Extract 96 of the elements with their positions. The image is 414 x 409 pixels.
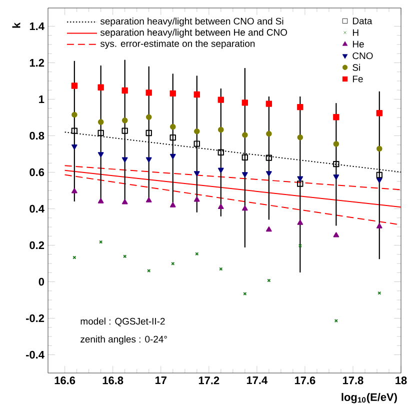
point <box>218 96 224 103</box>
point <box>333 232 340 238</box>
point <box>98 152 104 158</box>
point <box>333 114 340 120</box>
point <box>122 118 128 124</box>
point <box>98 119 104 125</box>
point <box>194 171 200 176</box>
point <box>334 319 338 323</box>
point <box>267 278 271 282</box>
legend-label: separation heavy/light between He and CNO <box>100 28 288 38</box>
y-tick-label: 1.4 <box>30 22 44 30</box>
point <box>333 174 340 180</box>
point <box>218 149 224 156</box>
point <box>122 128 128 134</box>
point <box>242 172 248 178</box>
x-tick-label: 17.6 <box>294 376 316 384</box>
point <box>333 160 340 168</box>
point <box>146 157 152 162</box>
y-tick-label: 1 <box>39 95 44 104</box>
x-axis-title: log$_{10}$(E/eV) <box>342 392 397 404</box>
point <box>297 180 304 187</box>
point <box>333 141 340 147</box>
point <box>146 130 152 136</box>
x-tick-label: 17.8 <box>343 376 364 384</box>
point <box>218 204 224 209</box>
point <box>98 198 104 204</box>
y-tick-label: 1.2 <box>30 58 44 67</box>
point <box>71 128 78 134</box>
y-tick-label: 0.6 <box>30 168 44 176</box>
point <box>194 196 200 202</box>
point <box>194 128 200 134</box>
y-tick-label: 0 <box>38 278 44 286</box>
legend-label: H <box>352 29 358 36</box>
y-tick-label: -0.4 <box>26 350 44 359</box>
y-tick-label: 0.8 <box>30 132 44 140</box>
point <box>122 87 128 94</box>
legend-label: separation heavy/light between CNO and Si <box>100 18 284 26</box>
point <box>146 197 152 202</box>
point <box>376 110 382 116</box>
point <box>376 146 382 152</box>
y-tick-label: 0.4 <box>30 204 44 213</box>
legend-label: He <box>352 40 364 48</box>
point <box>297 176 304 182</box>
point <box>297 134 304 140</box>
point <box>297 104 304 110</box>
point <box>72 112 78 118</box>
point <box>194 91 200 98</box>
y-tick-label: -0.2 <box>26 314 44 322</box>
point <box>266 171 272 176</box>
point <box>72 256 76 260</box>
x-tick-label: 17 <box>155 376 166 384</box>
x-tick-label: 16.6 <box>54 376 76 384</box>
legend-label: sys. error-estimate on the separation <box>100 40 255 49</box>
point <box>376 178 382 184</box>
point <box>146 90 152 96</box>
point <box>266 130 272 137</box>
y-axis-title: k <box>12 22 20 28</box>
point <box>297 220 304 225</box>
point <box>170 154 176 160</box>
x-tick-label: 16.8 <box>102 376 124 384</box>
point <box>72 188 78 194</box>
point <box>219 267 223 271</box>
annotation: model : QGSJet-II-2 <box>80 318 165 326</box>
point <box>98 84 104 90</box>
point <box>72 144 78 150</box>
point <box>218 126 224 133</box>
point <box>218 168 224 173</box>
point <box>170 202 176 208</box>
y-tick-label: 0.2 <box>30 241 44 250</box>
point <box>242 100 248 106</box>
x-tick-label: 17.4 <box>246 376 268 384</box>
point <box>242 132 248 138</box>
point <box>146 114 152 120</box>
point <box>194 140 200 147</box>
point <box>71 82 78 89</box>
point <box>266 226 272 232</box>
point <box>266 100 272 107</box>
point <box>122 157 128 162</box>
point <box>242 154 248 161</box>
point <box>242 205 248 211</box>
legend-label: Fe <box>352 76 363 82</box>
point <box>378 291 382 295</box>
point <box>122 199 128 204</box>
point <box>376 172 382 178</box>
legend-label: Data <box>352 18 372 24</box>
x-tick-label: 18 <box>396 376 407 384</box>
point <box>170 124 176 130</box>
legend-label: CNO <box>352 52 373 60</box>
point <box>98 130 104 136</box>
point <box>170 90 176 96</box>
point <box>170 134 176 141</box>
legend-label: Si <box>352 64 360 71</box>
point <box>376 223 382 228</box>
point <box>266 154 272 161</box>
x-tick-label: 17.2 <box>198 376 220 384</box>
annotation: zenith angles : 0-24° <box>80 336 167 344</box>
